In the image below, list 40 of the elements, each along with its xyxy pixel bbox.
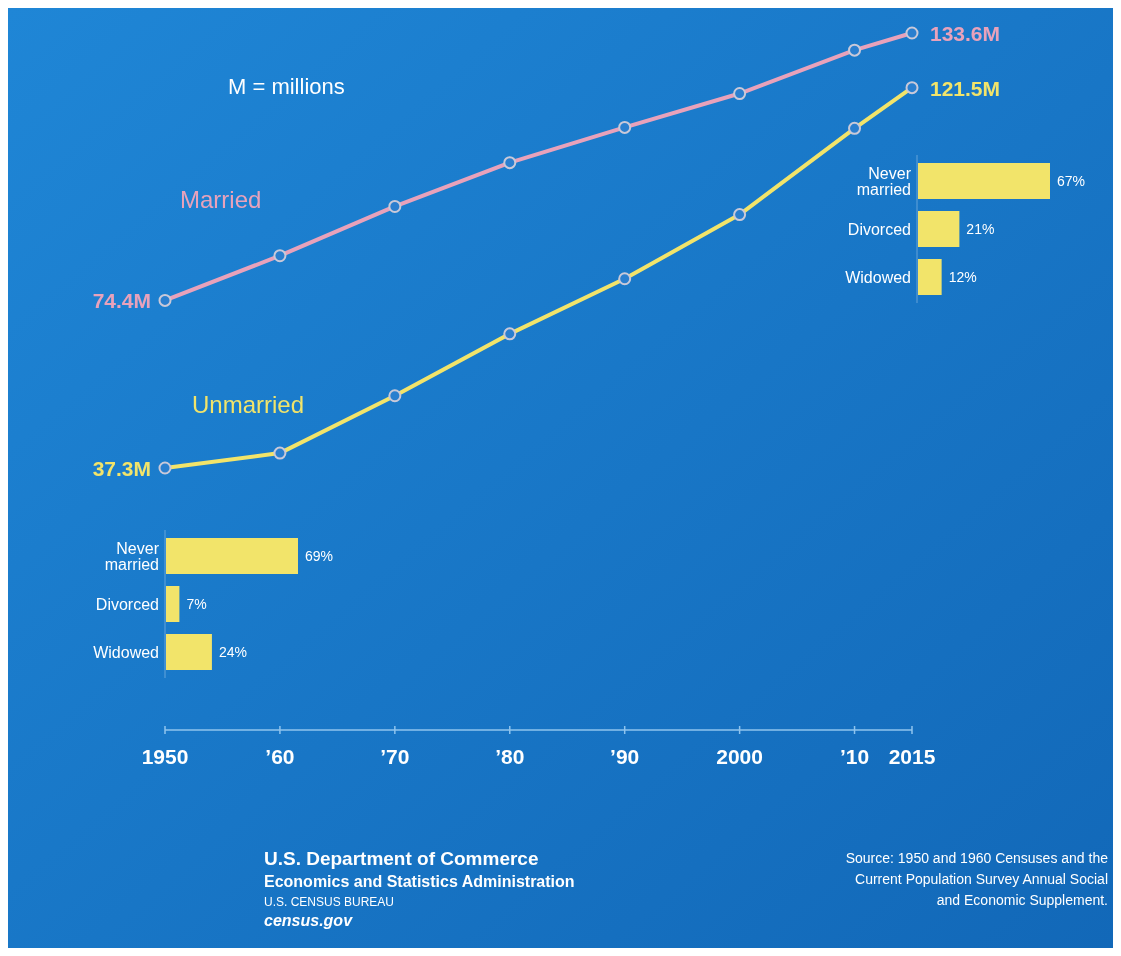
text: U.S. Department of Commerce	[264, 848, 539, 869]
y-tick-label: Never married	[856, 165, 912, 198]
data-label: 67%	[1057, 173, 1086, 189]
data-label: 21%	[966, 221, 995, 237]
x-tick-label: ’60	[265, 745, 295, 768]
point	[503, 156, 517, 170]
text: Economics and Statistics Administration	[264, 873, 575, 890]
x-tick-label: 2015	[888, 745, 936, 768]
point	[733, 87, 747, 101]
x-tick-label: ’10	[839, 745, 870, 768]
text: U.S. CENSUS BUREAU	[264, 895, 395, 909]
data-label: 121.5M	[930, 76, 1001, 100]
text: census.gov	[264, 912, 354, 929]
data-label: 74.4M	[92, 289, 151, 313]
data-label: 24%	[218, 644, 247, 660]
y-tick-label: Widowed	[845, 269, 911, 286]
y-tick-label: Divorced	[847, 221, 911, 238]
x-tick-label: 2000	[716, 745, 763, 768]
data-label: 12%	[948, 269, 977, 285]
x-tick-label: ’90	[610, 745, 640, 768]
series-label: Unmarried	[192, 391, 305, 419]
annotation: M = millions	[228, 74, 345, 99]
source-note: Source: 1950 and 1960 Censuses and the Current Population Survey Annual Social and Economic Supplement.	[845, 850, 1109, 908]
y-tick-label: Divorced	[95, 596, 159, 613]
data-label: 37.3M	[92, 457, 151, 480]
x-tick-label: ’70	[380, 745, 410, 768]
data-label: 133.6M	[930, 22, 1001, 45]
point	[618, 120, 632, 134]
y-tick-label: Never married	[104, 540, 160, 573]
point	[905, 26, 919, 40]
data-label: 7%	[186, 596, 207, 612]
x-tick-label: 1950	[141, 745, 189, 768]
point	[273, 249, 287, 263]
data-label: 69%	[305, 548, 334, 564]
point	[158, 293, 172, 307]
x-tick-label: ’80	[495, 745, 525, 768]
point	[848, 43, 862, 57]
point	[388, 199, 402, 213]
y-tick-label: Widowed	[93, 644, 159, 661]
series-label: Married	[180, 185, 262, 213]
